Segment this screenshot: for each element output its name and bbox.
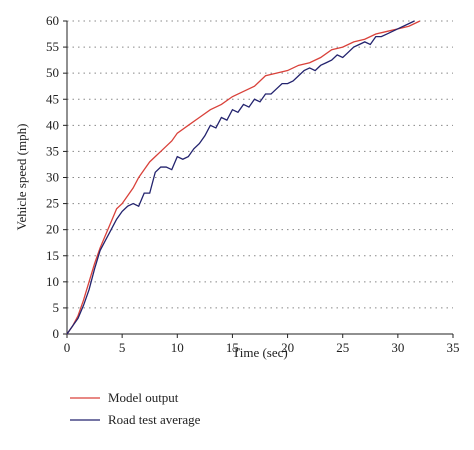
y-tick-label: 10: [46, 274, 59, 289]
y-tick-label: 30: [46, 170, 59, 185]
x-tick-label: 25: [336, 340, 349, 355]
x-tick-label: 0: [64, 340, 71, 355]
y-tick-label: 35: [46, 143, 59, 158]
y-tick-label: 0: [53, 326, 60, 341]
y-tick-label: 15: [46, 248, 59, 263]
y-tick-label: 55: [46, 39, 59, 54]
series-line: [66, 20, 421, 335]
y-tick-label: 25: [46, 196, 59, 211]
y-tick-label: 45: [46, 91, 59, 106]
y-tick-label: 40: [46, 117, 59, 132]
x-tick-label: 5: [119, 340, 126, 355]
y-axis-label: Vehicle speed (mph): [14, 124, 29, 231]
x-tick-label: 10: [171, 340, 184, 355]
legend-label: Model output: [108, 390, 179, 405]
x-tick-label: 15: [226, 340, 239, 355]
x-tick-label: 20: [281, 340, 294, 355]
y-tick-label: 5: [53, 300, 60, 315]
x-tick-label: 35: [447, 340, 460, 355]
y-tick-label: 60: [46, 13, 59, 28]
y-tick-label: 20: [46, 222, 59, 237]
legend-label: Road test average: [108, 412, 201, 427]
x-tick-label: 30: [391, 340, 404, 355]
y-tick-label: 50: [46, 65, 59, 80]
series-line: [66, 20, 415, 335]
x-axis-label: Time (sec): [232, 345, 288, 360]
